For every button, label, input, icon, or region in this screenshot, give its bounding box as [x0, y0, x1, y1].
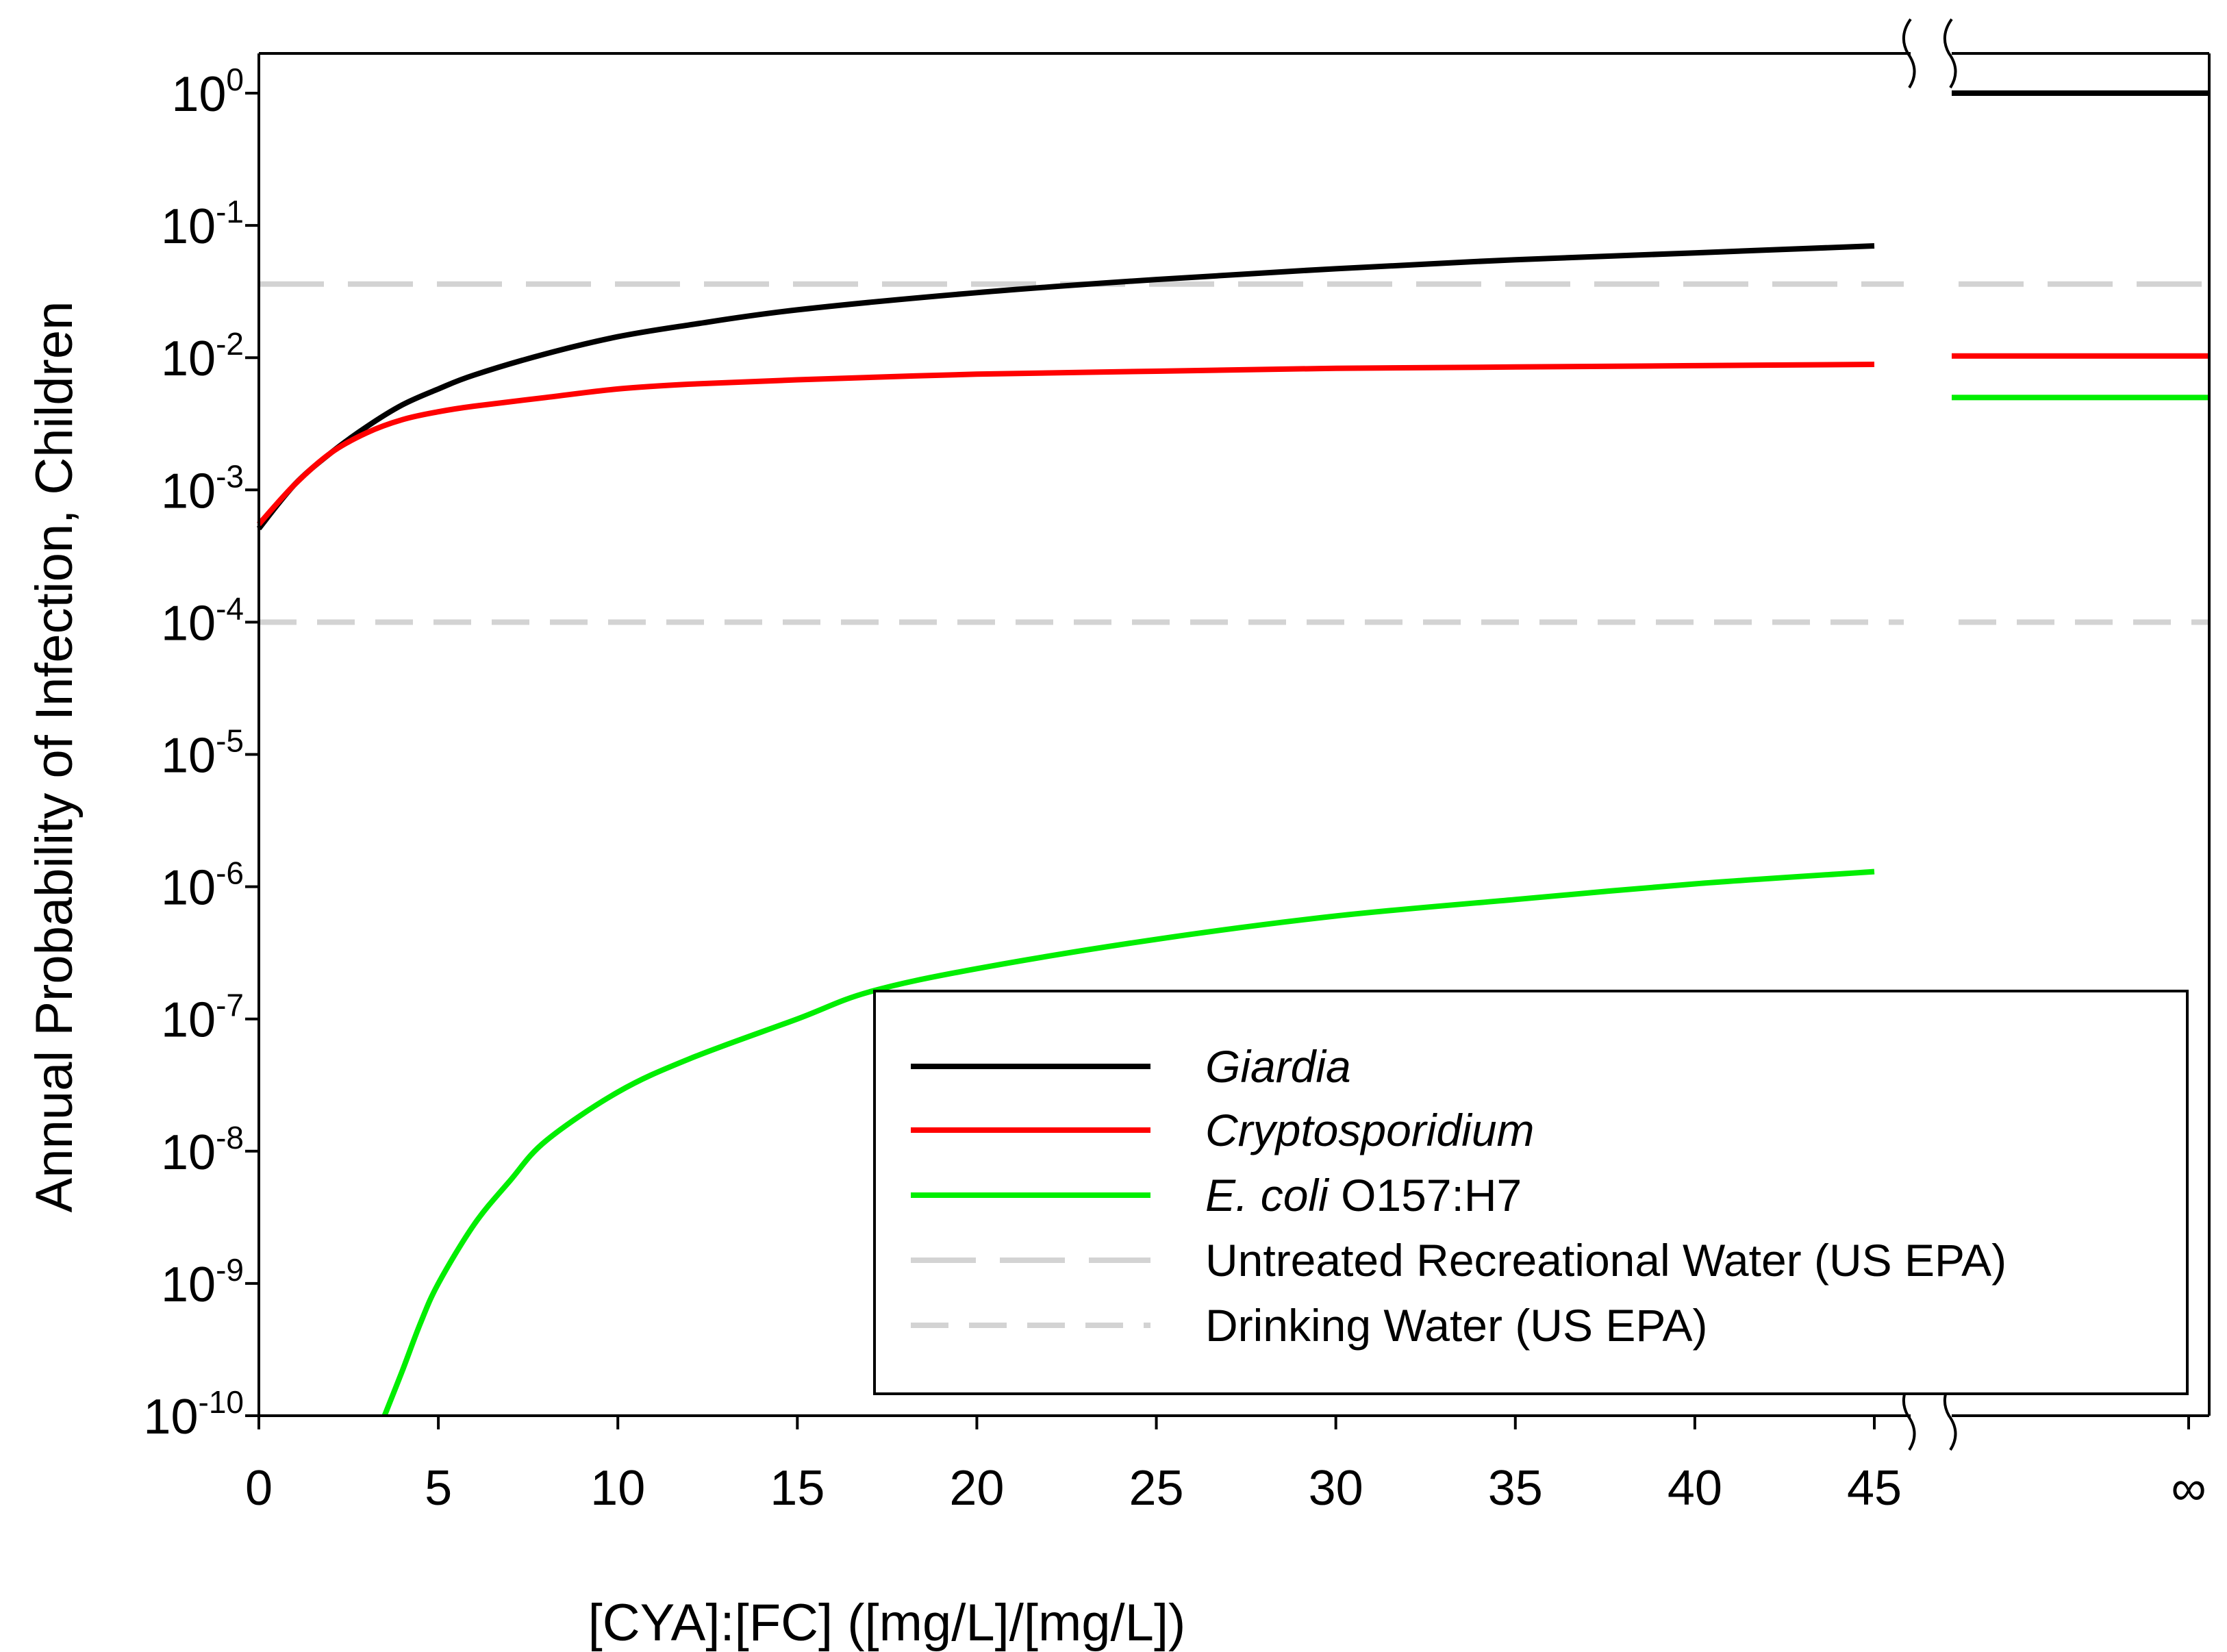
axis-break-mark	[1902, 18, 1916, 89]
x-tick-label: 35	[1488, 1461, 1543, 1516]
y-tick-label: 100	[171, 62, 244, 122]
y-tick-exponent: -2	[216, 326, 244, 362]
y-tick-base: 10	[143, 1390, 198, 1444]
legend-label-ecoli: E. coli O157:H7	[1205, 1170, 1522, 1221]
legend-label-cryptosporidium: Cryptosporidium	[1205, 1105, 1535, 1155]
y-tick-label: 10-10	[143, 1384, 244, 1444]
y-tick-exponent: -5	[216, 723, 244, 759]
y-tick-label: 10-6	[161, 855, 244, 916]
y-tick-label: 10-7	[161, 988, 244, 1048]
x-tick-label: 30	[1309, 1461, 1363, 1516]
x-tick-label: 5	[425, 1461, 452, 1516]
legend-label-untreated-recreational: Untreated Recreational Water (US EPA)	[1205, 1235, 2006, 1286]
y-tick-label: 10-4	[161, 590, 244, 651]
series-layer	[256, 90, 2209, 1417]
y-tick-base: 10	[161, 199, 216, 254]
y-tick-label: 10-8	[161, 1120, 244, 1180]
y-tick-exponent: -6	[216, 855, 244, 891]
x-tick-label: 0	[245, 1461, 273, 1516]
x-tick-label-infinity: ∞	[2171, 1461, 2206, 1516]
x-tick-label: 20	[949, 1461, 1004, 1516]
y-tick-base: 10	[161, 1125, 216, 1180]
y-tick-base: 10	[161, 729, 216, 784]
y-tick-base: 10	[161, 596, 216, 651]
y-tick-label: 10-5	[161, 723, 244, 784]
y-tick-label: 10-9	[161, 1252, 244, 1312]
series-line-0	[256, 243, 1875, 531]
y-tick-exponent: -10	[199, 1384, 244, 1420]
plot-frame	[257, 52, 2211, 1417]
x-tick-label: 45	[1847, 1461, 1902, 1516]
y-tick-exponent: -7	[216, 988, 244, 1023]
x-axis-label: [CYA]:[FC] ([mg/L]/[mg/L])	[588, 1594, 1186, 1652]
y-tick-label: 10-2	[161, 326, 244, 386]
legend-label-drinking-water: Drinking Water (US EPA)	[1205, 1300, 1707, 1351]
y-tick-label: 10-1	[161, 194, 244, 254]
y-tick-base: 10	[161, 861, 216, 916]
legend-label-ecoli-italic: E. coli	[1205, 1170, 1330, 1221]
y-tick-exponent: -8	[216, 1120, 244, 1155]
y-tick-exponent: -4	[216, 590, 244, 626]
x-axis-ticks: 0 5 10 15 20 25 30 35 40 45 ∞	[245, 1416, 2206, 1516]
y-tick-exponent: 0	[226, 62, 244, 97]
legend-label-giardia: Giardia	[1205, 1041, 1351, 1092]
y-tick-base: 10	[161, 1257, 216, 1312]
x-tick-label: 15	[770, 1461, 825, 1516]
y-tick-base: 10	[161, 331, 216, 386]
y-tick-label: 10-3	[161, 458, 244, 518]
legend: Giardia Cryptosporidium E. coli O157:H7 …	[873, 990, 2189, 1395]
series-line-1	[257, 362, 1875, 527]
y-axis-label: Annual Probability of Infection, Childre…	[25, 301, 84, 1213]
y-tick-base: 10	[171, 67, 226, 122]
series-line-2	[381, 868, 1875, 1417]
x-tick-label: 25	[1129, 1461, 1184, 1516]
y-tick-exponent: -3	[216, 458, 244, 494]
x-tick-label: 40	[1668, 1461, 1722, 1516]
y-axis-ticks: 10010-110-210-310-410-510-610-710-810-91…	[143, 62, 259, 1444]
legend-label-ecoli-rest: O157:H7	[1329, 1170, 1522, 1221]
y-tick-base: 10	[161, 993, 216, 1048]
y-tick-exponent: -1	[216, 194, 244, 229]
y-tick-base: 10	[161, 464, 216, 518]
x-tick-label: 10	[590, 1461, 645, 1516]
axis-break-mark	[1943, 18, 1957, 89]
y-tick-exponent: -9	[216, 1252, 244, 1288]
